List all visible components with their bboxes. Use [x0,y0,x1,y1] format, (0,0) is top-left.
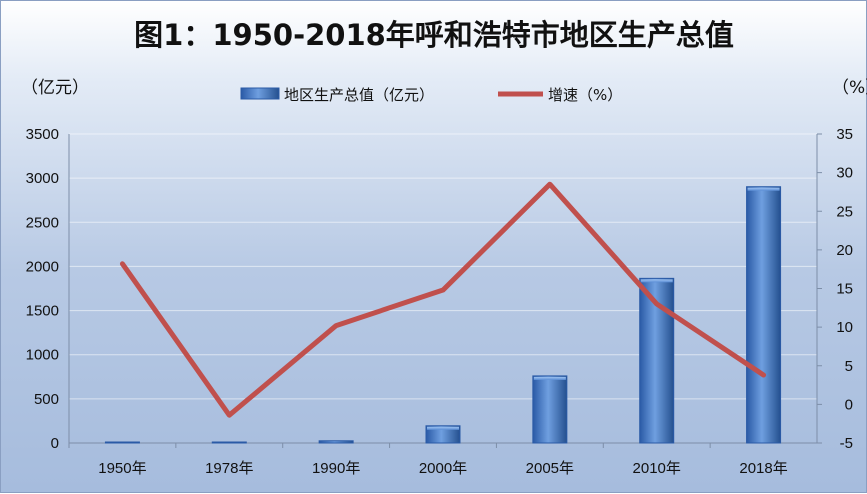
left-tick-label: 3000 [26,170,59,187]
line-series [119,181,767,418]
right-tick-label: 20 [836,242,853,259]
bar-highlight [747,187,780,191]
bar-highlight [640,279,673,283]
x-tick-label: 1990年 [312,460,360,477]
left-axis-unit: （亿元） [21,78,89,98]
bar-highlight [427,426,459,430]
grid-lines [69,133,817,400]
left-tick-label: 2500 [26,214,59,231]
legend: 地区生产总值（亿元） 增速（%） [240,86,622,104]
left-tick-label: 0 [51,435,59,452]
chart-text: 图1：1950-2018年呼和浩特市地区生产总值 （亿元） （%） [21,18,867,98]
left-tick-label: 500 [34,391,59,408]
left-tick-label: 1500 [26,303,59,320]
bar [532,375,568,444]
legend-swatch-bar [240,87,280,100]
right-tick-label: -5 [840,435,853,452]
legend-label-bar: 地区生产总值（亿元） [284,86,434,104]
right-tick-label: 5 [845,358,853,375]
x-tick-label: 1978年 [205,460,253,477]
bar [104,441,140,444]
bar-highlight [533,376,566,380]
axes: 0 500 1000 1500 2000 2500 3000 3500 -5 0 5 10 15 20 25… [26,126,853,477]
bar [425,425,461,444]
left-tick-label: 1000 [26,347,59,364]
x-tick-label: 1950年 [98,460,146,477]
x-tick-label: 2018年 [739,460,787,477]
legend-label-line: 增速（%） [548,86,622,104]
right-tick-label: 15 [836,281,853,298]
growth-line [119,181,767,418]
bar [746,186,782,444]
chart-title: 图1：1950-2018年呼和浩特市地区生产总值 [134,18,734,52]
legend-item-line: 增速（%） [498,86,622,104]
bar [318,440,354,444]
right-tick-label: 10 [836,319,853,336]
left-tick-label: 2000 [26,258,59,275]
bar-series [104,186,782,444]
right-tick-label: 25 [836,203,853,220]
bar [211,441,247,444]
right-tick-label: 35 [836,126,853,143]
x-tick-label: 2000年 [419,460,467,477]
right-tick-label: 30 [836,165,853,182]
right-tick-label: 0 [845,396,853,413]
x-tick-label: 2005年 [526,460,574,477]
x-tick-label: 2010年 [633,460,681,477]
right-axis-unit: （%） [832,78,867,98]
legend-item-bar: 地区生产总值（亿元） [240,86,434,104]
left-tick-label: 3500 [26,126,59,143]
